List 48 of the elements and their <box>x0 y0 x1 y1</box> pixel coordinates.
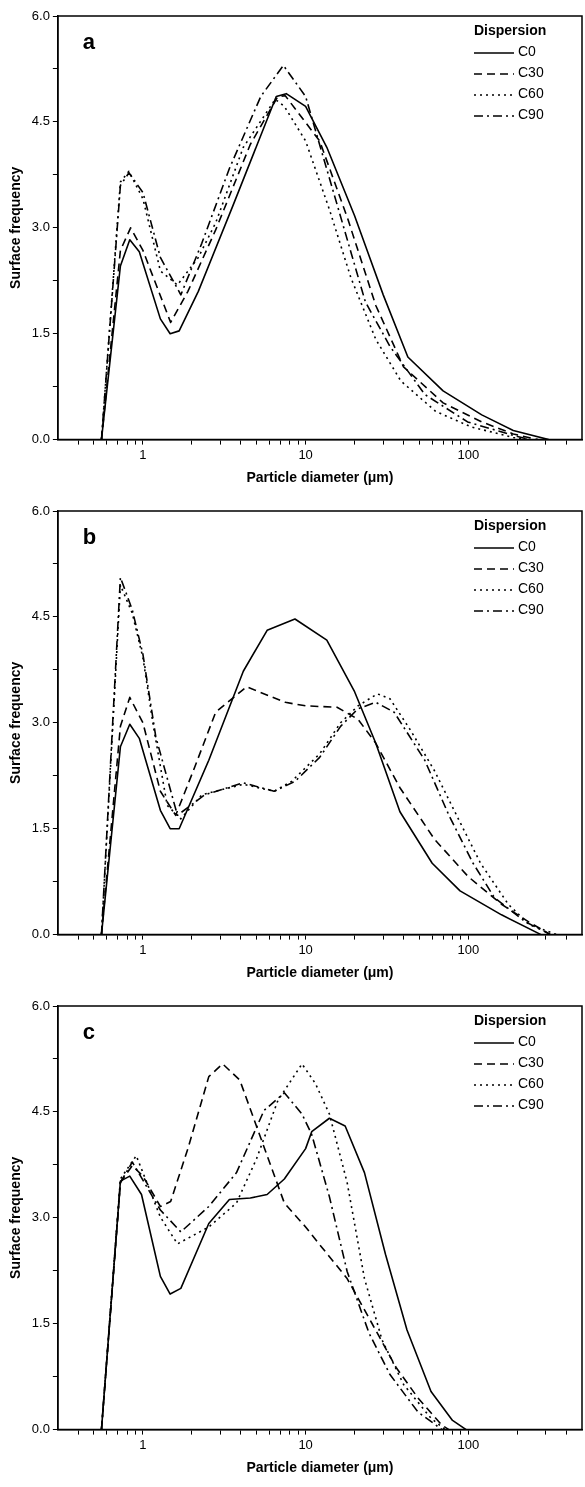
y-tick-label: 1.5 <box>31 1315 50 1331</box>
x-tick-label: 1 <box>139 941 147 957</box>
x-tick-label: 100 <box>457 1436 480 1452</box>
y-axis-title: Surface frequency <box>7 661 24 784</box>
legend-label: C60 <box>518 84 544 101</box>
y-tick-label: 0.0 <box>31 1421 50 1437</box>
y-tick-label: 3.0 <box>31 219 50 235</box>
y-tick-label: 0.0 <box>31 431 50 447</box>
legend-label: C0 <box>518 537 537 554</box>
x-axis-title: Particle diameter (μm) <box>246 469 394 486</box>
y-axis-title: Surface frequency <box>7 1156 24 1279</box>
legend-label: C90 <box>518 600 544 617</box>
annotation: b <box>82 524 97 550</box>
y-axis-title: Surface frequency <box>7 166 24 289</box>
x-tick-label: 10 <box>298 941 313 957</box>
legend-label: C60 <box>518 579 544 596</box>
x-tick-label: 1 <box>139 446 147 462</box>
annotation: c <box>82 1019 96 1045</box>
legend-label: C60 <box>518 1074 544 1091</box>
legend-label: C0 <box>518 42 537 59</box>
x-axis-title: Particle diameter (μm) <box>246 964 394 981</box>
y-tick-label: 4.5 <box>31 608 50 624</box>
legend-label: C0 <box>518 1032 537 1049</box>
y-tick-label: 1.5 <box>31 820 50 836</box>
x-tick-label: 1 <box>139 1436 147 1452</box>
y-tick-label: 4.5 <box>31 1103 50 1119</box>
legend-label: C30 <box>518 558 544 575</box>
x-tick-label: 100 <box>457 941 480 957</box>
y-tick-label: 6.0 <box>31 502 50 518</box>
legend-label: C30 <box>518 1053 544 1070</box>
y-tick-label: 6.0 <box>31 7 50 23</box>
legend-label: C30 <box>518 63 544 80</box>
y-tick-label: 4.5 <box>31 113 50 129</box>
legend-title: Dispersion <box>474 1011 547 1028</box>
legend-label: C90 <box>518 1095 544 1112</box>
y-tick-label: 3.0 <box>31 714 50 730</box>
legend-title: Dispersion <box>474 516 547 533</box>
x-tick-label: 10 <box>298 446 313 462</box>
x-tick-label: 10 <box>298 1436 313 1452</box>
legend-label: C90 <box>518 105 544 122</box>
y-tick-label: 1.5 <box>31 325 50 341</box>
legend-title: Dispersion <box>474 21 547 38</box>
annotation: a <box>82 29 96 55</box>
x-axis-title: Particle diameter (μm) <box>246 1459 394 1476</box>
y-tick-label: 3.0 <box>31 1209 50 1225</box>
y-tick-label: 0.0 <box>31 926 50 942</box>
x-tick-label: 100 <box>457 446 480 462</box>
y-tick-label: 6.0 <box>31 997 50 1013</box>
